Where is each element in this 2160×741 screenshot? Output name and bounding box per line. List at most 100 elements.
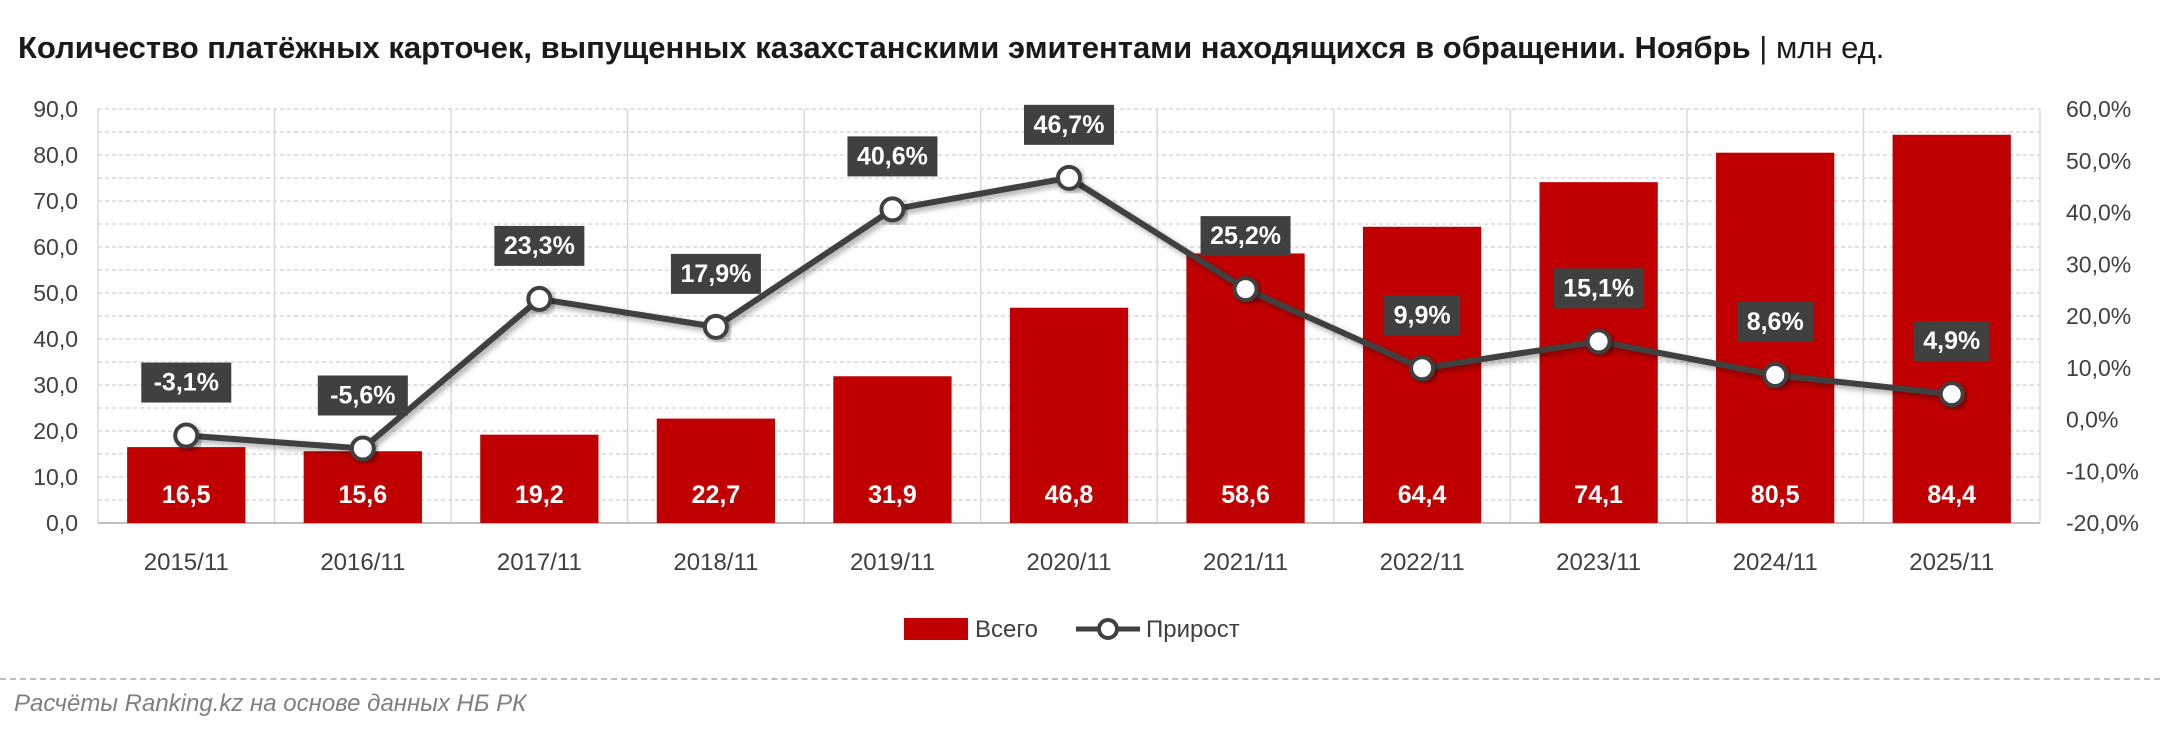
- growth-label-box: [1913, 321, 1990, 362]
- legend: Всего Прирост: [904, 616, 1240, 643]
- growth-label: 17,9%: [670, 253, 761, 294]
- line-series: [173, 164, 1965, 462]
- growth-label: 4,9%: [1913, 321, 1990, 362]
- growth-marker: [349, 435, 376, 462]
- x-axis: 2015/11 2016/11 2017/11 2018/11 2019/11 2020/…: [144, 549, 1994, 576]
- left-axis: 0,0 10,0 20,0 30,0 40,0 50,0 60,0 70,0 80,0 90,0: [33, 96, 78, 536]
- legend-label-line: Прирост: [1146, 616, 1240, 643]
- growth-marker: [702, 313, 729, 340]
- left-tick-label: 80,0: [33, 142, 78, 168]
- growth-label: 8,6%: [1737, 301, 1814, 342]
- x-tick-label: 2023/11: [1556, 549, 1641, 576]
- growth-label-box: [317, 375, 408, 416]
- bar-value-label: 80,5: [1751, 481, 1800, 509]
- bar-value-label: 16,5: [162, 481, 211, 509]
- right-tick-label: 30,0%: [2066, 251, 2131, 277]
- growth-marker: [173, 422, 200, 449]
- growth-label-text: 17,9%: [680, 260, 751, 288]
- left-tick-label: 0,0: [46, 510, 78, 536]
- right-tick-label: -10,0%: [2066, 458, 2139, 484]
- x-tick-label: 2016/11: [320, 549, 405, 576]
- footer-separator: [0, 678, 2160, 680]
- legend-label-bar: Всего: [975, 616, 1038, 643]
- bar-value-label: 22,7: [692, 481, 741, 509]
- x-tick-label: 2020/11: [1027, 549, 1112, 576]
- growth-marker: [879, 196, 906, 223]
- legend-swatch-bar: [904, 618, 968, 640]
- growth-marker: [1056, 164, 1082, 191]
- right-tick-label: 10,0%: [2066, 355, 2131, 381]
- growth-label: 25,2%: [1200, 216, 1291, 257]
- growth-label-text: 9,9%: [1394, 301, 1451, 329]
- x-tick-label: 2015/11: [144, 549, 229, 576]
- growth-label-box: [1200, 216, 1291, 257]
- bar-value-label: 74,1: [1574, 481, 1623, 509]
- growth-marker: [1585, 328, 1612, 355]
- right-tick-label: 0,0%: [2066, 407, 2118, 433]
- bar: [127, 447, 246, 523]
- x-tick-label: 2021/11: [1203, 549, 1288, 576]
- right-tick-label: 20,0%: [2066, 303, 2131, 329]
- right-tick-label: 60,0%: [2066, 96, 2131, 122]
- right-tick-label: 50,0%: [2066, 148, 2131, 174]
- bar-value-label: 46,8: [1045, 481, 1094, 509]
- growth-label: 40,6%: [847, 136, 938, 177]
- bar-data-labels: 16,5 15,6 19,2 22,7 31,9 46,8 58,6 64,4 74,1 80,5…: [162, 481, 1976, 509]
- chart-canvas: 0,010,020,030,040,050,060,070,080,090,0 …: [33, 96, 2139, 643]
- chart-title-unit: | млн ед.: [1750, 30, 1885, 65]
- x-tick-label: 2025/11: [1909, 549, 1994, 576]
- bar: [303, 451, 422, 523]
- growth-marker: [1762, 361, 1789, 388]
- left-tick-label: 20,0: [33, 418, 78, 444]
- growth-label: 46,7%: [1024, 104, 1114, 145]
- growth-label-box: [494, 225, 585, 266]
- source-note: Расчёты Ranking.kz на основе данных НБ Р…: [14, 690, 527, 717]
- growth-label-box: [670, 253, 761, 294]
- x-tick-label: 2022/11: [1380, 549, 1465, 576]
- growth-label-text: -3,1%: [154, 369, 219, 397]
- x-tick-label: 2019/11: [850, 549, 935, 576]
- chart-title: Количество платёжных карточек, выпущенны…: [18, 30, 1884, 66]
- growth-label-text: 15,1%: [1563, 274, 1634, 302]
- growth-label: -5,6%: [317, 375, 408, 416]
- bar-value-label: 19,2: [515, 481, 564, 509]
- bar: [833, 376, 952, 523]
- growth-label-text: 46,7%: [1034, 111, 1105, 139]
- bar: [1009, 307, 1129, 523]
- x-tick-label: 2017/11: [497, 549, 582, 576]
- bar-value-label: 84,4: [1927, 481, 1976, 509]
- x-tick-label: 2018/11: [673, 549, 758, 576]
- growth-label-box: [1024, 104, 1114, 145]
- x-tick-label: 2024/11: [1733, 549, 1818, 576]
- growth-marker: [1232, 276, 1259, 303]
- left-tick-label: 50,0: [33, 280, 78, 306]
- left-tick-label: 30,0: [33, 372, 78, 398]
- growth-label-text: 8,6%: [1747, 308, 1804, 336]
- growth-label-box: [1553, 268, 1644, 309]
- growth-label: 9,9%: [1384, 295, 1461, 336]
- bar: [656, 418, 776, 523]
- growth-marker: [1409, 355, 1436, 382]
- growth-label: -3,1%: [141, 362, 232, 403]
- growth-label-text: 23,3%: [504, 232, 575, 260]
- line-data-labels: -3,1% -5,6% 23,3% 17,9% 40,6% 46,7% 25,2% 9,9% 1…: [141, 104, 1990, 416]
- left-tick-label: 70,0: [33, 188, 78, 214]
- right-axis: -20,0% -10,0% 0,0% 10,0% 20,0% 30,0% 40,0% 50,0…: [2066, 96, 2139, 536]
- left-tick-label: 90,0: [33, 96, 78, 122]
- bar-value-label: 58,6: [1221, 481, 1270, 509]
- chart-title-main: Количество платёжных карточек, выпущенны…: [18, 30, 1751, 65]
- growth-label-text: -5,6%: [330, 381, 395, 409]
- growth-label: 23,3%: [494, 225, 585, 266]
- bar-value-label: 64,4: [1398, 481, 1447, 509]
- left-tick-label: 10,0: [33, 464, 78, 490]
- growth-label-text: 25,2%: [1210, 222, 1281, 250]
- bar-value-label: 31,9: [868, 481, 917, 509]
- right-tick-label: 40,0%: [2066, 200, 2131, 226]
- bar-value-label: 15,6: [338, 481, 387, 509]
- right-tick-label: -20,0%: [2066, 510, 2139, 536]
- growth-label-text: 4,9%: [1923, 327, 1980, 355]
- growth-marker: [1938, 381, 1965, 408]
- left-tick-label: 40,0: [33, 326, 78, 352]
- bar: [480, 434, 599, 523]
- growth-label-box: [1384, 295, 1461, 336]
